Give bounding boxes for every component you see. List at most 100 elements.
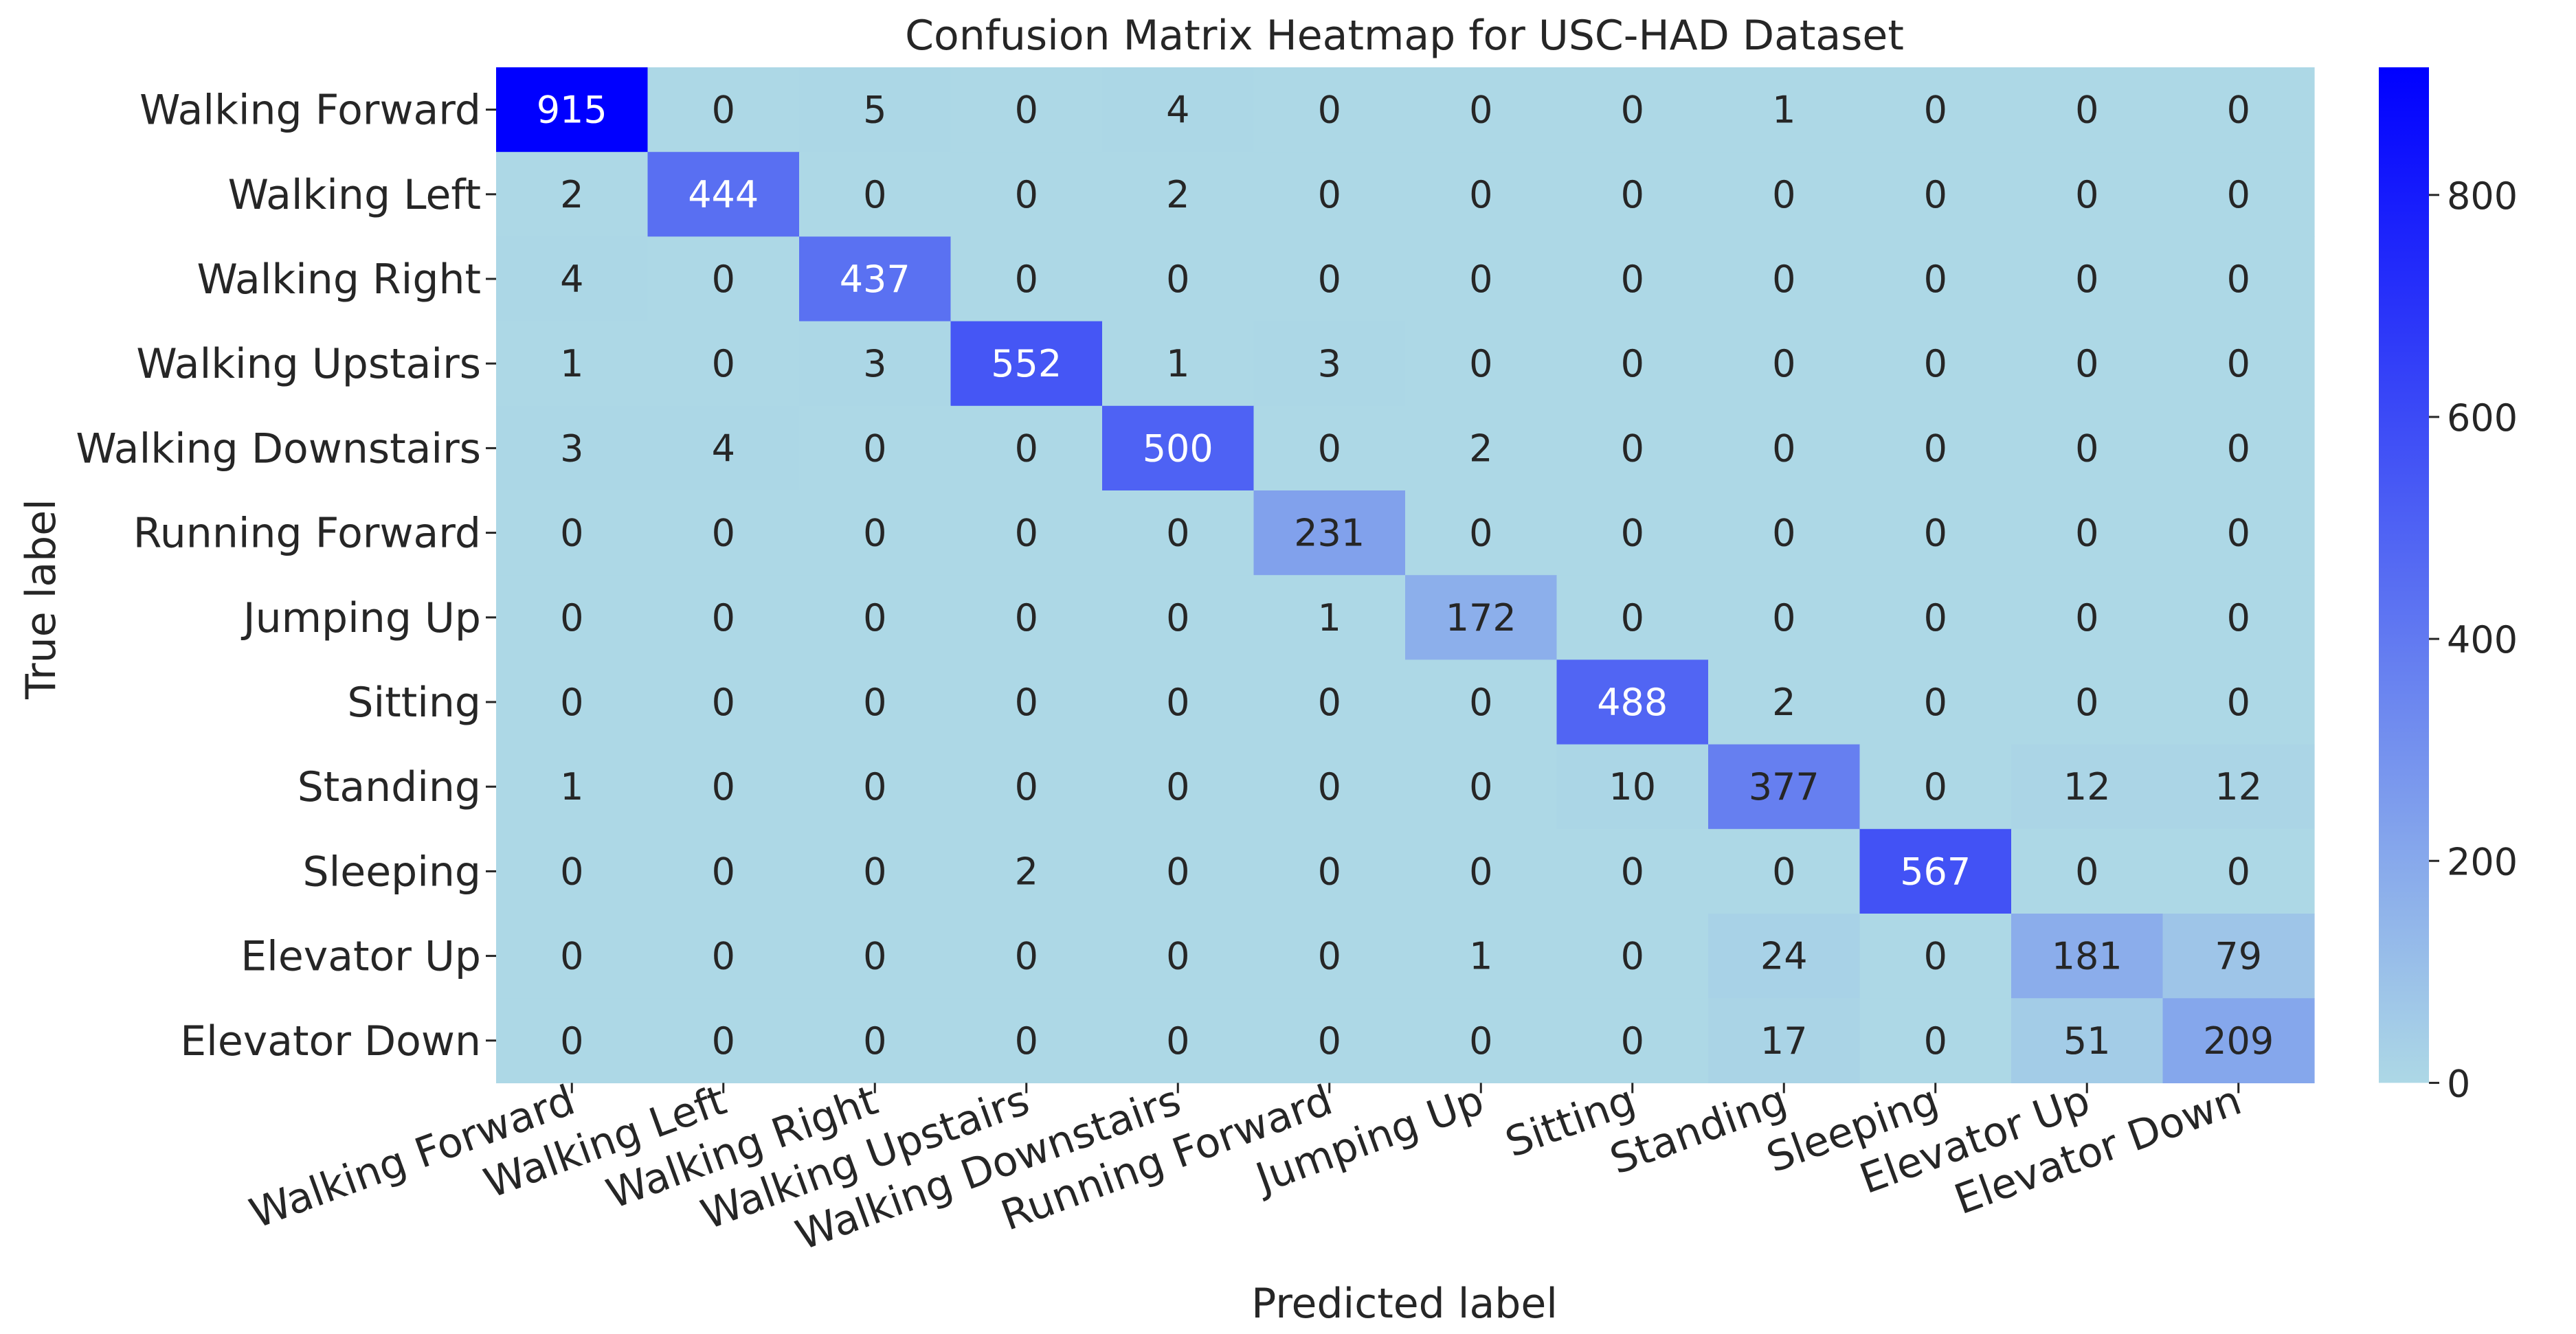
cell-value-label: 0 [1772,850,1795,893]
heatmap-cell [950,828,1103,914]
heatmap-cell [799,998,952,1083]
heatmap-cell [1556,914,1709,999]
heatmap-cell [950,914,1103,999]
cell-value-label: 3 [1318,342,1341,385]
cell-value-label: 0 [1166,681,1189,724]
heatmap-cell [2162,236,2315,322]
cell-value-label: 12 [2215,765,2262,809]
heatmap-cell [1253,575,1406,660]
heatmap-cell [2011,321,2164,407]
cell-value-label: 0 [1924,427,1947,470]
heatmap-cell [1556,321,1709,407]
cell-value-label: 0 [1318,765,1341,809]
heatmap-cell [496,914,649,999]
heatmap-cell [1253,998,1406,1083]
heatmap-cell [1556,67,1709,152]
cell-value-label: 1 [1772,89,1795,132]
cell-value-label: 0 [712,765,735,809]
heatmap-cell [1556,405,1709,491]
heatmap-cell [950,490,1103,576]
heatmap-cell [799,321,952,407]
cell-value-label: 0 [1772,173,1795,216]
heatmap-cell [647,490,800,576]
heatmap-cell [2162,998,2315,1083]
y-axis-ticks: Walking Forward Walking Left Walking Right… [76,87,496,1065]
cell-value-label: 1 [560,765,583,809]
heatmap-cell [1405,236,1558,322]
heatmap-cell [647,575,800,660]
cell-value-label: 0 [2227,681,2250,724]
heatmap-cell [799,828,952,914]
y-tick-label: Elevator Up [240,933,481,981]
heatmap-cell [647,236,800,322]
heatmap-cell [496,152,649,237]
cell-value-label: 0 [1621,89,1644,132]
heatmap-cell [1253,490,1406,576]
heatmap-cell [2011,575,2164,660]
heatmap-cell [2162,914,2315,999]
cell-value-label: 0 [1015,427,1038,470]
heatmap-cell [1708,152,1861,237]
heatmap-cell [1859,67,2012,152]
cell-value-label: 0 [2227,512,2250,555]
heatmap-cell [1253,236,1406,322]
cell-value-label: 0 [712,258,735,301]
cell-value-label: 0 [2227,427,2250,470]
cell-value-label: 0 [1015,681,1038,724]
cell-value-label: 0 [1469,1019,1492,1063]
heatmap-cell [950,744,1103,830]
heatmap-cell [1708,828,1861,914]
cell-value-label: 0 [1015,173,1038,216]
cell-value-label: 2 [1772,681,1795,724]
cell-value-label: 0 [1015,935,1038,978]
heatmap-cell [1405,405,1558,491]
cell-value-label: 0 [863,681,886,724]
cell-value-label: 231 [1294,512,1365,555]
cell-value-label: 2 [560,173,583,216]
heatmap-cell [1253,405,1406,491]
heatmap-cell [647,405,800,491]
cell-value-label: 0 [1772,596,1795,640]
heatmap-cell [1253,152,1406,237]
heatmap-cell [1102,914,1255,999]
heatmap-cell [2162,321,2315,407]
cell-value-label: 0 [1318,89,1341,132]
cell-value-label: 0 [2227,850,2250,893]
heatmap-cell [1102,744,1255,830]
cell-value-label: 181 [2052,935,2123,978]
cell-value-label: 0 [560,512,583,555]
colorbar: 0 200 400 600 800 [2379,67,2518,1105]
cell-value-label: 0 [2075,342,2098,385]
cell-value-label: 0 [1469,850,1492,893]
heatmap-cell [496,998,649,1083]
heatmap-cell [496,490,649,576]
cell-value-label: 0 [2227,173,2250,216]
heatmap-cell [1859,490,2012,576]
cell-value-label: 0 [1166,512,1189,555]
heatmap-cell [1859,744,2012,830]
colorbar-tick-label: 800 [2447,174,2518,218]
cell-value-label: 0 [1469,342,1492,385]
cell-value-label: 567 [1900,850,1971,893]
heatmap-cell [950,321,1103,407]
cell-value-label: 0 [1772,342,1795,385]
heatmap-cell [1102,236,1255,322]
cell-value-label: 0 [1015,258,1038,301]
heatmap-cell [647,321,800,407]
cell-value-label: 24 [1760,935,1808,978]
heatmap-cell [1859,236,2012,322]
heatmap-cell [1859,828,2012,914]
heatmap-cell [2011,659,2164,745]
cell-value-label: 0 [1469,681,1492,724]
heatmap-cell [1405,575,1558,660]
heatmap-cell [2011,998,2164,1083]
heatmap-cell [1405,744,1558,830]
heatmap-cell [799,236,952,322]
heatmap-cell [1859,998,2012,1083]
heatmap-cell [799,152,952,237]
heatmap-cell [496,828,649,914]
heatmap-cell [1859,405,2012,491]
heatmap-cell [799,490,952,576]
heatmap-cell [1102,828,1255,914]
cell-value-label: 0 [863,765,886,809]
